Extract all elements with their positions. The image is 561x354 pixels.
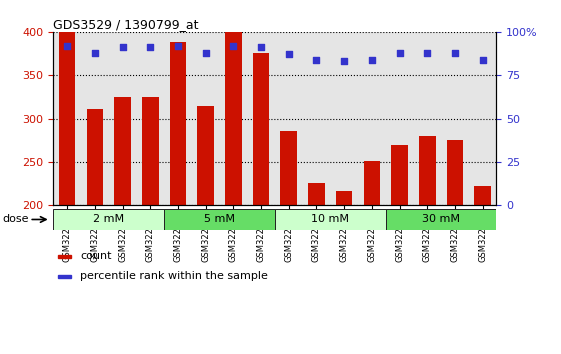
Bar (247, 32, 275, 205)
Point (201, 50, 210, 56)
Text: 30 mM: 30 mM (422, 215, 460, 224)
Point (478, 57, 487, 62)
FancyBboxPatch shape (58, 255, 71, 258)
Text: dose: dose (3, 215, 29, 224)
Bar (336, 192, 352, 205)
Text: GDS3529 / 1390799_at: GDS3529 / 1390799_at (53, 18, 199, 31)
Bar (219, 32, 247, 205)
Bar (474, 186, 491, 205)
FancyBboxPatch shape (386, 209, 496, 230)
Bar (53, 32, 81, 205)
Point (256, 45, 265, 50)
Bar (386, 32, 413, 205)
Point (90, 50, 99, 56)
Text: percentile rank within the sample: percentile rank within the sample (80, 271, 268, 281)
FancyBboxPatch shape (275, 209, 386, 230)
Bar (192, 32, 219, 205)
Bar (358, 32, 385, 205)
Bar (308, 183, 325, 205)
Bar (364, 161, 380, 205)
Text: 2 mM: 2 mM (93, 215, 124, 224)
Bar (114, 97, 131, 205)
Bar (252, 53, 269, 205)
Bar (59, 32, 75, 205)
Bar (109, 32, 136, 205)
Bar (413, 32, 441, 205)
Bar (136, 32, 164, 205)
Point (63, 43, 72, 48)
Bar (169, 42, 186, 205)
Text: 10 mM: 10 mM (311, 215, 350, 224)
Point (118, 45, 127, 50)
Point (312, 57, 321, 62)
Point (450, 50, 459, 56)
Point (146, 45, 155, 50)
FancyBboxPatch shape (58, 275, 71, 278)
Bar (197, 105, 214, 205)
Bar (86, 109, 103, 205)
FancyBboxPatch shape (164, 209, 275, 230)
Text: 5 mM: 5 mM (204, 215, 235, 224)
FancyBboxPatch shape (53, 209, 164, 230)
Bar (81, 32, 109, 205)
Point (423, 50, 432, 56)
Bar (419, 136, 435, 205)
Bar (164, 32, 192, 205)
Point (339, 58, 348, 64)
Bar (330, 32, 358, 205)
Bar (447, 140, 463, 205)
Point (367, 57, 376, 62)
Bar (142, 97, 159, 205)
Bar (302, 32, 330, 205)
Point (229, 43, 238, 48)
Bar (469, 32, 496, 205)
Text: count: count (80, 251, 112, 261)
Bar (275, 32, 302, 205)
Point (173, 43, 182, 48)
Point (395, 50, 404, 56)
Bar (441, 32, 469, 205)
Bar (225, 32, 242, 205)
Bar (391, 144, 408, 205)
Point (284, 52, 293, 57)
Bar (280, 131, 297, 205)
